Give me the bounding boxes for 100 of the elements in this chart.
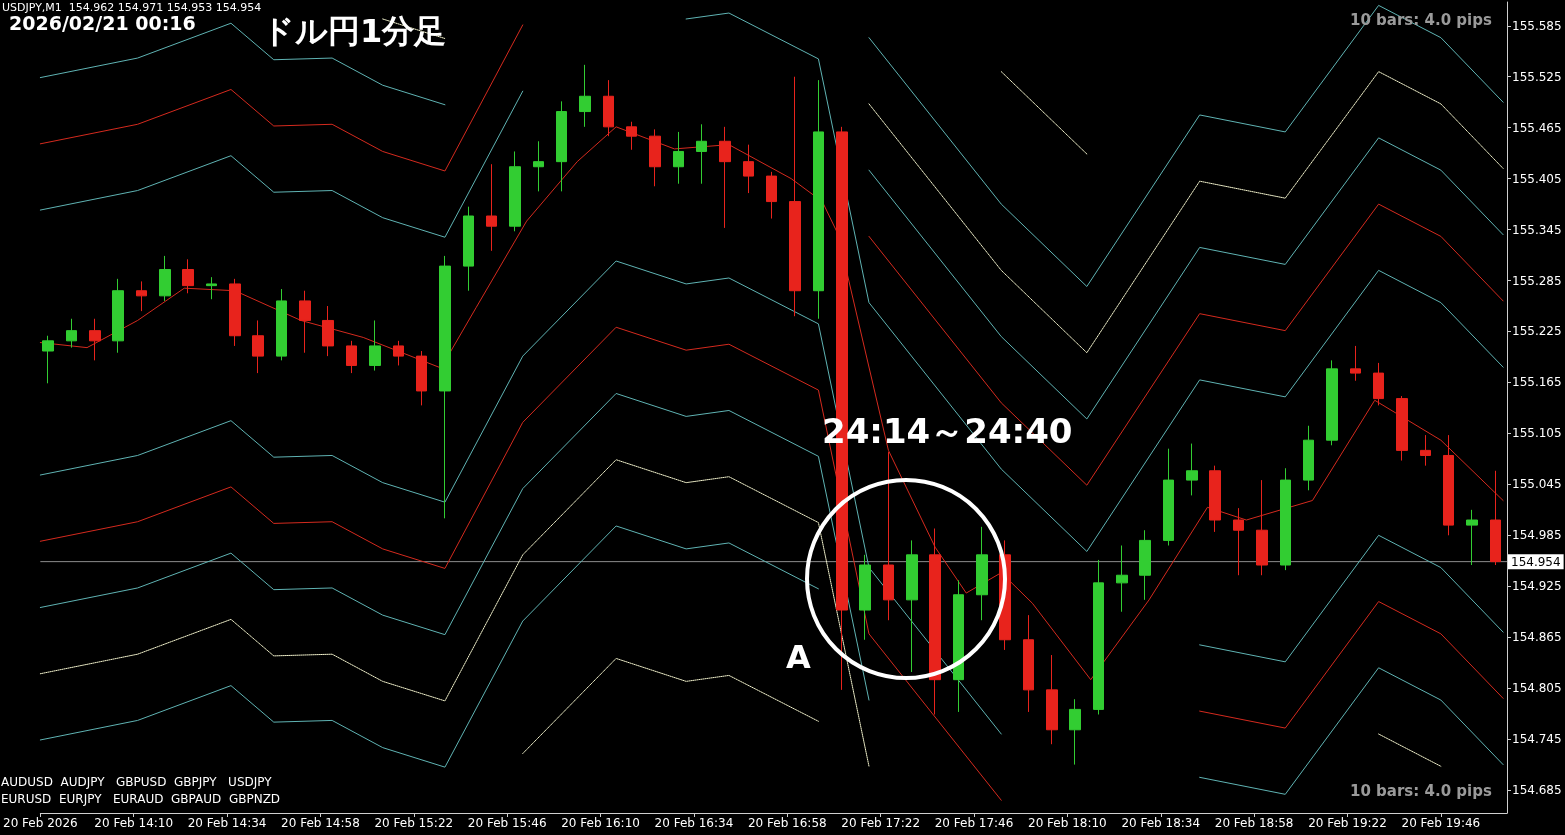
y-tick-label: 155.525: [1512, 69, 1562, 84]
x-tick-label: 20 Feb 16:58: [747, 816, 827, 830]
candlestick: [859, 554, 871, 641]
candlestick: [299, 290, 311, 354]
x-tick-label: 20 Feb 19:22: [1308, 816, 1387, 830]
candlestick: [649, 128, 661, 187]
candlestick: [1303, 425, 1314, 491]
y-tick-label: 155.225: [1512, 324, 1562, 339]
candlestick: [463, 206, 474, 292]
candlestick: [696, 123, 707, 185]
candlestick: [416, 350, 427, 406]
candlestick: [346, 340, 357, 374]
y-tick-label: 154.805: [1512, 681, 1562, 696]
candlestick: [1466, 509, 1478, 566]
x-tick-label: 20 Feb 15:46: [467, 816, 547, 830]
annotation: EURUSD EURJPY EURAUD GBPAUD GBPNZD: [1, 792, 281, 807]
candlestick: [206, 276, 217, 300]
candlestick: [369, 319, 381, 372]
y-tick-label: 154.985: [1512, 528, 1562, 543]
annotation: USDJPY,M1 154.962 154.971 154.953 154.954: [2, 1, 262, 15]
candlestick: [112, 278, 124, 354]
y-tick-label: 154.865: [1512, 630, 1562, 645]
candlestick: [673, 131, 684, 185]
candlestick: [929, 528, 941, 715]
candlestick: [136, 280, 147, 312]
candlestick: [229, 278, 241, 347]
candlestick: [1209, 465, 1221, 533]
y-tick-label: 155.405: [1512, 171, 1562, 186]
x-tick-label: 20 Feb 14:10: [94, 816, 174, 830]
candlestick: [66, 318, 77, 349]
annotation: A: [786, 638, 811, 676]
candlestick: [486, 163, 497, 252]
line-series: [868, 4, 1504, 287]
line-series: [39, 525, 819, 768]
text: 2026/02/21 00:16: [9, 12, 196, 34]
candlestick: [1186, 443, 1198, 496]
candlestick: [766, 171, 777, 220]
candlestick: [743, 144, 754, 194]
candlestick: [533, 140, 544, 192]
y-tick-label: 155.105: [1512, 426, 1562, 441]
ref-line-label: 154.954: [1511, 554, 1561, 569]
x-tick-label: 20 Feb 18:58: [1214, 816, 1294, 830]
candlestick: [393, 340, 404, 366]
x-tick-label: 20 Feb 2026: [3, 816, 78, 830]
x-tick-label: 20 Feb 16:34: [654, 816, 734, 830]
candlestick: [1256, 479, 1268, 576]
candlestick: [322, 305, 334, 357]
candlestick: [953, 579, 964, 713]
y-tick-label: 155.465: [1512, 120, 1562, 135]
candlestick: [906, 539, 918, 673]
x-tick-label: 20 Feb 18:34: [1121, 816, 1201, 830]
candlestick: [1233, 507, 1244, 576]
x-tick-label: 20 Feb 14:58: [281, 816, 360, 830]
y-tick-label: 154.925: [1512, 579, 1562, 594]
y-tick-label: 155.345: [1512, 222, 1562, 237]
x-tick-label: 20 Feb 17:22: [841, 816, 921, 830]
candlestick: [1069, 698, 1081, 766]
candlestick: [883, 451, 894, 621]
y-tick-label: 155.165: [1512, 375, 1562, 390]
candlestick: [1023, 614, 1034, 713]
x-tick-label: 20 Feb 15:22: [374, 816, 454, 830]
candlestick: [159, 255, 171, 302]
y-tick-label: 154.685: [1512, 783, 1562, 798]
candlestick: [813, 79, 824, 320]
candlestick: [1350, 345, 1361, 382]
candlestick: [1326, 359, 1338, 446]
candlestick: [42, 335, 54, 384]
x-tick-label: 20 Feb 14:34: [187, 816, 267, 830]
candlestick: [509, 150, 521, 232]
annotation: AUDUSD AUDJPY GBPUSD GBPJPY USDJPY: [1, 775, 272, 790]
candlestick: [1420, 434, 1431, 467]
candlestick: [1373, 362, 1384, 406]
candlestick: [1163, 448, 1174, 546]
candlestick: [626, 121, 637, 151]
x-tick-label: 20 Feb 17:46: [934, 816, 1014, 830]
candlestick: [719, 126, 731, 229]
candlestick: [603, 79, 614, 137]
candlestick: [89, 318, 101, 361]
y-tick-label: 155.045: [1512, 477, 1562, 492]
x-tick-label: 20 Feb 18:10: [1028, 816, 1107, 830]
y-tick-label: 154.745: [1512, 732, 1562, 747]
candlestick: [1046, 654, 1058, 745]
candlestick: [556, 100, 567, 192]
candlestick: [439, 255, 451, 519]
y-tick-label: 155.585: [1512, 18, 1562, 33]
x-tick-label: 20 Feb 16:10: [561, 816, 640, 830]
candlestick: [182, 258, 194, 294]
candlestick: [1396, 395, 1408, 462]
candlestick: [1139, 529, 1151, 601]
candlestick: [1093, 559, 1104, 715]
annotation: 10 bars: 4.0 pips: [1350, 782, 1492, 800]
candlestick: [276, 288, 287, 361]
line-series: [39, 126, 1504, 681]
candlestick: [976, 526, 988, 621]
candlestick: [252, 319, 264, 374]
candlestick: [1443, 434, 1454, 536]
candlestick: [1116, 545, 1128, 613]
candlestick: [789, 76, 801, 317]
y-tick-label: 155.285: [1512, 273, 1562, 288]
candlestick: [1490, 470, 1501, 566]
